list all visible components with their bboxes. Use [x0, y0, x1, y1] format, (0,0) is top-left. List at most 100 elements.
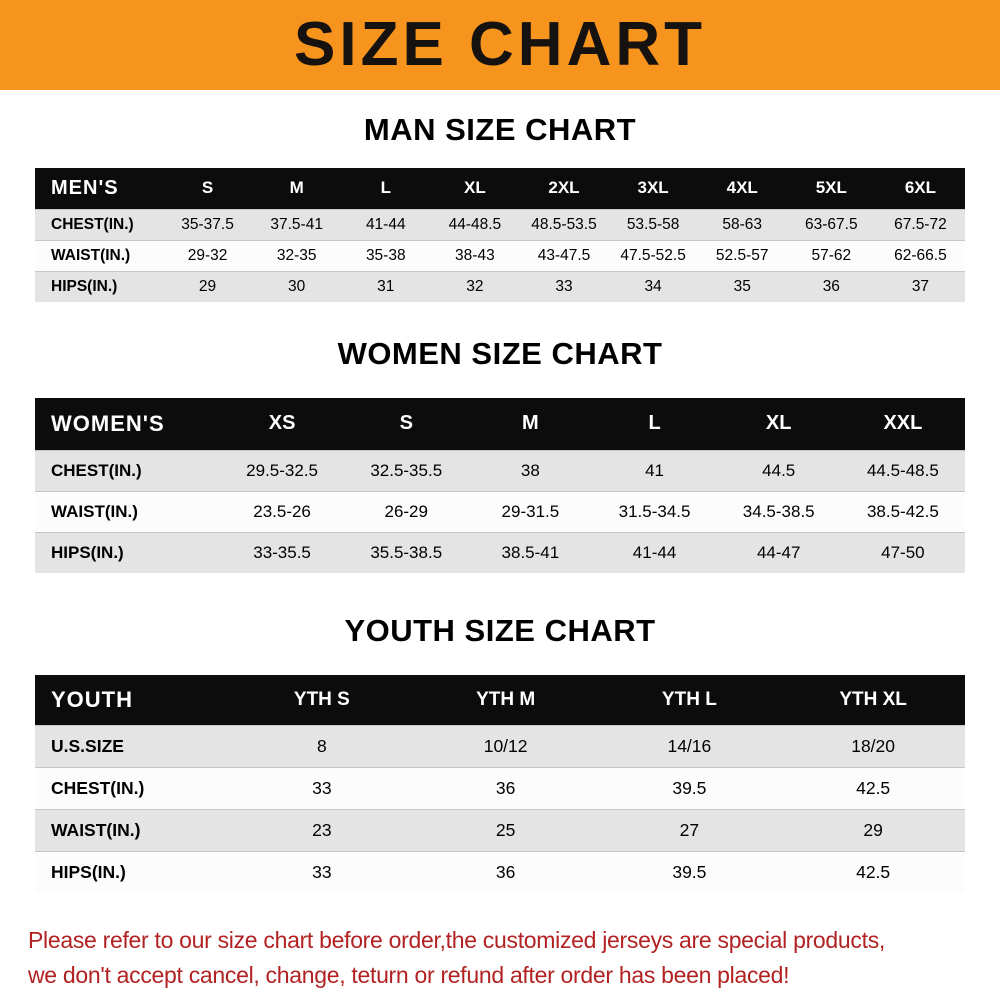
size-value: 29-31.5	[468, 490, 593, 532]
size-value: 27	[597, 808, 782, 851]
size-column-header: 2XL	[519, 168, 609, 209]
row-label: WAIST(IN.)	[35, 808, 230, 851]
size-column-header: L	[341, 168, 431, 209]
table-row: HIPS(IN.) 33 36 39.5 42.5	[35, 850, 965, 893]
size-value: 35-38	[341, 239, 431, 271]
size-value: 23	[230, 808, 414, 851]
size-column-header: XXL	[840, 398, 965, 450]
size-value: 41	[592, 449, 717, 491]
row-label: U.S.SIZE	[35, 724, 230, 767]
size-value: 32-35	[252, 239, 342, 271]
size-column-header: 6XL	[875, 168, 965, 209]
size-value: 41-44	[592, 531, 717, 573]
table-corner-label: WOMEN'S	[35, 398, 220, 450]
youth-section-heading: YOUTH SIZE CHART	[344, 613, 656, 648]
size-value: 8	[230, 724, 414, 767]
row-label: WAIST(IN.)	[35, 239, 163, 271]
size-value: 29.5-32.5	[220, 449, 345, 491]
disclaimer-line-1: Please refer to our size chart before or…	[28, 927, 885, 953]
table-corner-label: MEN'S	[35, 168, 163, 209]
size-value: 52.5-57	[697, 239, 787, 271]
size-value: 58-63	[697, 208, 787, 240]
table-header-row: YOUTH YTH S YTH M YTH L YTH XL	[35, 675, 965, 725]
table-header-row: MEN'S S M L XL 2XL 3XL 4XL 5XL 6XL	[35, 168, 965, 209]
size-value: 36	[413, 850, 598, 893]
size-column-header: YTH M	[413, 675, 598, 725]
youth-size-section: YOUTH SIZE CHART YOUTH YTH S YTH M YTH L YTH…	[0, 613, 1000, 893]
size-column-header: 4XL	[697, 168, 787, 209]
size-value: 29	[781, 808, 965, 851]
size-column-header: XL	[716, 398, 841, 450]
size-value: 37.5-41	[252, 208, 342, 240]
size-value: 53.5-58	[608, 208, 698, 240]
size-value: 38.5-41	[468, 531, 593, 573]
size-column-header: 5XL	[786, 168, 876, 209]
banner: SIZE CHART	[0, 0, 1000, 90]
size-value: 33-35.5	[220, 531, 345, 573]
size-column-header: M	[252, 168, 342, 209]
size-value: 48.5-53.5	[519, 208, 609, 240]
row-label: CHEST(IN.)	[35, 449, 220, 491]
men-size-section: MAN SIZE CHART MEN'S S M L XL 2XL 3XL 4XL 5XL 6XL…	[0, 112, 1000, 302]
size-column-header: S	[163, 168, 253, 209]
size-value: 33	[230, 766, 414, 809]
size-value: 39.5	[597, 850, 782, 893]
size-value: 18/20	[781, 724, 965, 767]
table-header-row: WOMEN'S XS S M L XL XXL	[35, 398, 965, 450]
size-column-header: 3XL	[608, 168, 698, 209]
table-row: U.S.SIZE 8 10/12 14/16 18/20	[35, 724, 965, 767]
table-row: WAIST(IN.) 23.5-26 26-29 29-31.5 31.5-34.5 34…	[35, 490, 965, 532]
size-value: 57-62	[786, 239, 876, 271]
size-value: 31	[341, 270, 431, 302]
row-label: HIPS(IN.)	[35, 270, 163, 302]
table-corner-label: YOUTH	[35, 675, 230, 725]
size-value: 47-50	[840, 531, 965, 573]
size-value: 36	[413, 766, 598, 809]
table-row: WAIST(IN.) 29-32 32-35 35-38 38-43 43-47.5 47.…	[35, 239, 965, 271]
size-column-header: M	[468, 398, 593, 450]
size-column-header: S	[344, 398, 469, 450]
size-value: 37	[875, 270, 965, 302]
size-value: 29	[163, 270, 253, 302]
disclaimer-line-2: we don't accept cancel, change, teturn o…	[28, 961, 790, 988]
size-value: 31.5-34.5	[592, 490, 717, 532]
size-value: 38-43	[430, 239, 520, 271]
size-value: 62-66.5	[875, 239, 965, 271]
table-row: HIPS(IN.) 29 30 31 32 33 34 35 36 37	[35, 270, 965, 302]
size-column-header: L	[592, 398, 717, 450]
size-value: 39.5	[597, 766, 782, 809]
size-value: 35.5-38.5	[344, 531, 469, 573]
size-value: 33	[230, 850, 414, 893]
size-value: 36	[786, 270, 876, 302]
size-value: 35-37.5	[163, 208, 253, 240]
size-value: 26-29	[344, 490, 469, 532]
size-value: 38	[468, 449, 593, 491]
youth-size-table: YOUTH YTH S YTH M YTH L YTH XL U.S.SIZE 8 10/12…	[35, 675, 965, 893]
size-value: 25	[413, 808, 598, 851]
size-value: 67.5-72	[875, 208, 965, 240]
table-row: CHEST(IN.) 33 36 39.5 42.5	[35, 766, 965, 809]
size-column-header: XS	[220, 398, 345, 450]
size-value: 23.5-26	[220, 490, 345, 532]
size-value: 44.5-48.5	[840, 449, 965, 491]
size-value: 47.5-52.5	[608, 239, 698, 271]
row-label: HIPS(IN.)	[35, 850, 230, 893]
size-value: 44-47	[716, 531, 841, 573]
size-value: 32	[430, 270, 520, 302]
row-label: HIPS(IN.)	[35, 531, 220, 573]
size-value: 44-48.5	[430, 208, 520, 240]
table-row: WAIST(IN.) 23 25 27 29	[35, 808, 965, 851]
size-value: 43-47.5	[519, 239, 609, 271]
size-value: 34.5-38.5	[716, 490, 841, 532]
size-value: 14/16	[597, 724, 782, 767]
row-label: WAIST(IN.)	[35, 490, 220, 532]
size-value: 44.5	[716, 449, 841, 491]
size-value: 30	[252, 270, 342, 302]
size-value: 33	[519, 270, 609, 302]
size-column-header: YTH S	[230, 675, 414, 725]
women-section-heading: WOMEN SIZE CHART	[337, 336, 663, 371]
size-column-header: YTH L	[597, 675, 782, 725]
disclaimer: Please refer to our size chart before or…	[0, 919, 1000, 992]
size-value: 38.5-42.5	[840, 490, 965, 532]
table-row: HIPS(IN.) 33-35.5 35.5-38.5 38.5-41 41-44 44-…	[35, 531, 965, 573]
